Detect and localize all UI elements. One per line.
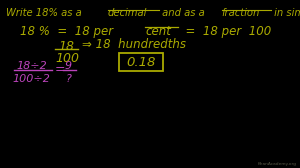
Text: 18 %  =  18 per: 18 % = 18 per bbox=[20, 25, 117, 38]
Text: and as a: and as a bbox=[159, 8, 208, 18]
Text: 100: 100 bbox=[55, 52, 79, 65]
Text: 9: 9 bbox=[65, 61, 72, 71]
Text: fraction: fraction bbox=[222, 8, 260, 18]
Text: cent: cent bbox=[145, 25, 171, 38]
Text: Write 18% as a: Write 18% as a bbox=[6, 8, 85, 18]
Text: KhanAcademy.org: KhanAcademy.org bbox=[258, 162, 297, 166]
Text: decimal: decimal bbox=[108, 8, 147, 18]
Text: ?: ? bbox=[66, 74, 72, 84]
Text: =  18 per  100: = 18 per 100 bbox=[178, 25, 272, 38]
Text: in simplest form.: in simplest form. bbox=[271, 8, 300, 18]
Text: 18÷2: 18÷2 bbox=[16, 61, 47, 71]
Text: 100÷2: 100÷2 bbox=[12, 74, 50, 84]
Text: 0.18: 0.18 bbox=[126, 55, 156, 69]
Text: 18: 18 bbox=[58, 40, 74, 53]
Text: =: = bbox=[55, 63, 65, 76]
Text: ⇒ 18  hundredths: ⇒ 18 hundredths bbox=[82, 38, 186, 51]
FancyBboxPatch shape bbox=[119, 53, 163, 71]
